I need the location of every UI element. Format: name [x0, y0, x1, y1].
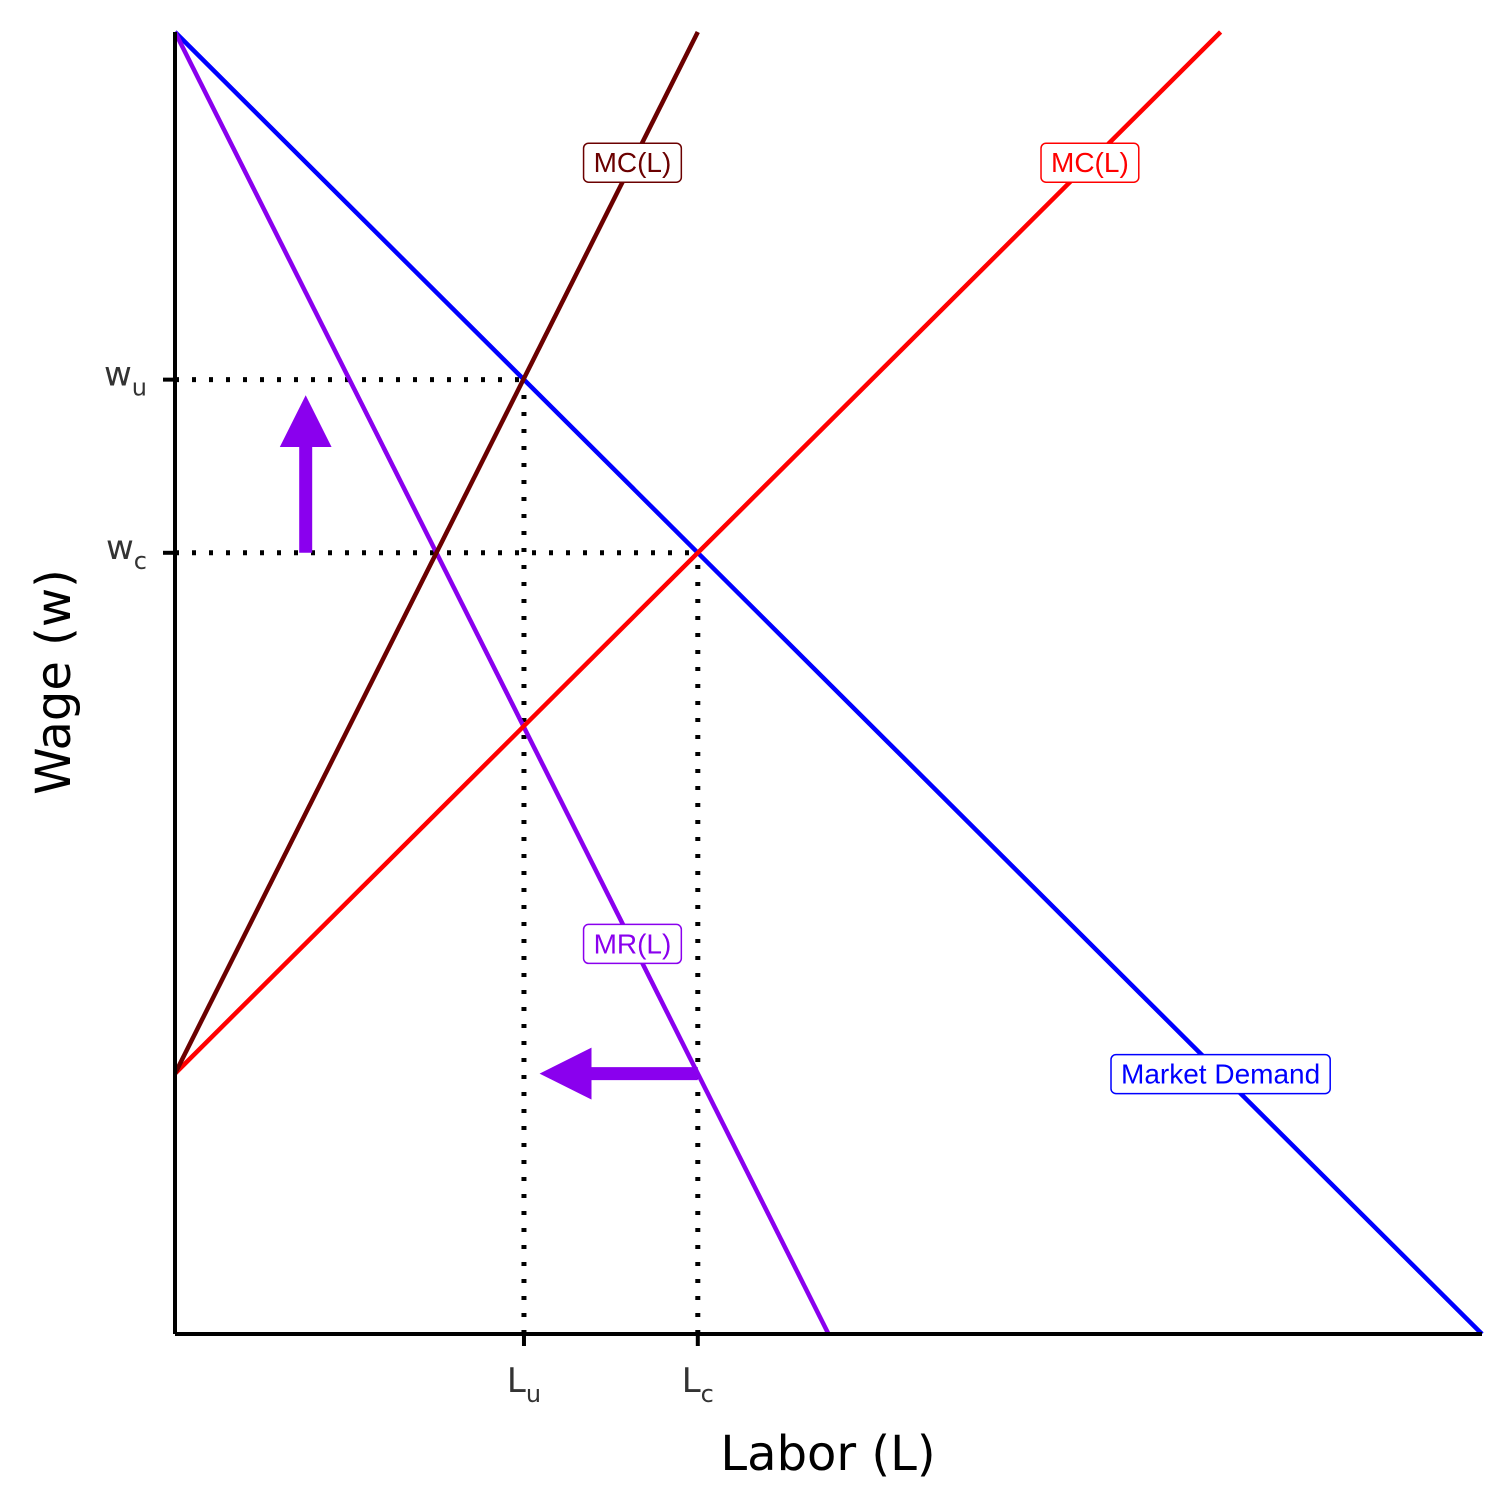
- demand-curve: [173, 30, 1484, 1336]
- mc-label-text: MC(L): [594, 147, 672, 178]
- y-axis-title: Wage (w): [26, 569, 82, 795]
- x-tick-label: Lu: [507, 1361, 541, 1408]
- mr-label: MR(L): [582, 923, 683, 965]
- mr-label-text: MR(L): [594, 928, 672, 959]
- mr-curve: [172, 30, 831, 1336]
- demand-label: Market Demand: [1110, 1053, 1331, 1095]
- mc-curve: [172, 30, 700, 1075]
- axes: [173, 32, 1482, 1336]
- y-tick-label: wc: [106, 528, 147, 575]
- series-lines: [172, 30, 1484, 1336]
- axis-ticks: Lu Lc wu wc: [104, 355, 714, 1408]
- demand-label-text: Market Demand: [1121, 1059, 1320, 1090]
- x-axis-title: Labor (L): [720, 1426, 935, 1482]
- supply-label: MC(L): [1040, 142, 1140, 183]
- curve-labels: MC(L) MC(L) MR(L) Market Demand: [582, 142, 1331, 1095]
- supply-label-text: MC(L): [1051, 147, 1129, 178]
- reference-lines: [175, 377, 701, 1334]
- y-tick-label: wu: [104, 355, 147, 402]
- shift-arrows: [279, 395, 698, 1100]
- x-tick-label: Lc: [682, 1361, 714, 1408]
- mc-label: MC(L): [582, 142, 683, 183]
- supply-curve: [173, 30, 1223, 1076]
